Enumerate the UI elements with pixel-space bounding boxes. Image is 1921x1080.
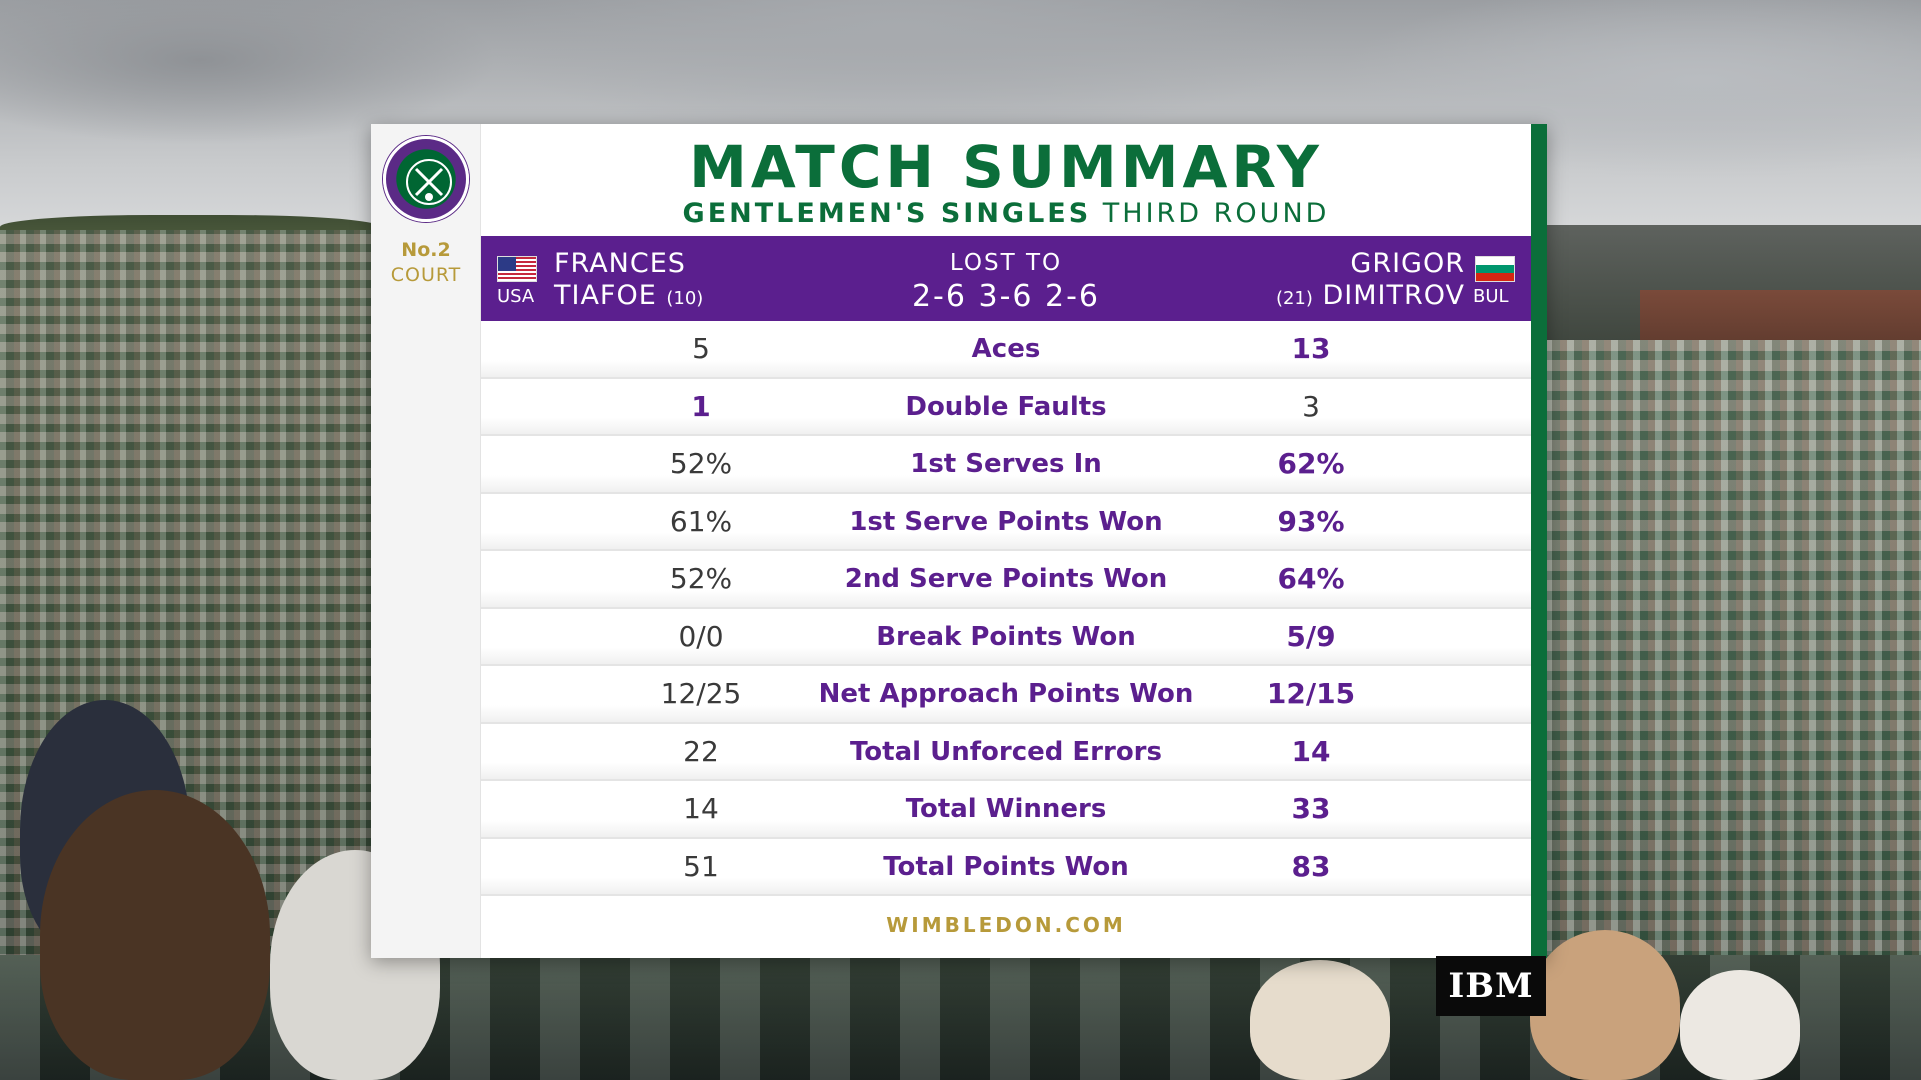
page-title: MATCH SUMMARY	[689, 133, 1323, 201]
result-label: LOST TO	[949, 250, 1063, 276]
spectator	[1530, 930, 1680, 1080]
stat-label: Total Unforced Errors	[850, 736, 1162, 767]
stat-label: Net Approach Points Won	[818, 679, 1194, 709]
stat-left-value: 12/25	[660, 677, 742, 710]
stat-row: 22 Total Unforced Errors 14	[481, 723, 1531, 781]
result-score: 2-6 3-6 2-6	[911, 279, 1101, 314]
stat-label: 1st Serve Points Won	[849, 506, 1163, 537]
left-player-last-name: TIAFOE (10)	[554, 280, 703, 315]
stat-row: 5 Aces 13	[481, 321, 1531, 379]
stat-label: Double Faults	[905, 391, 1107, 422]
event-name: GENTLEMEN'S SINGLES	[682, 198, 1092, 229]
stat-row: 51 Total Points Won 83	[481, 838, 1531, 896]
right-player-nation: BUL	[1473, 286, 1509, 307]
stat-left-value: 14	[683, 792, 719, 825]
stat-row: 52% 2nd Serve Points Won 64%	[481, 551, 1531, 609]
stat-row: 12/25 Net Approach Points Won 12/15	[481, 666, 1531, 724]
stat-row: 1 Double Faults 3	[481, 378, 1531, 436]
event-round: THIRD ROUND	[1102, 198, 1330, 229]
stat-right-value: 3	[1302, 389, 1320, 423]
footer-website: WIMBLEDON.COM	[886, 913, 1126, 937]
stat-label: 1st Serves In	[910, 449, 1102, 479]
right-player-seed: (21)	[1275, 288, 1313, 309]
stat-label: Aces	[971, 334, 1041, 364]
stat-left-value: 51	[683, 849, 719, 883]
court-word: COURT	[390, 264, 462, 286]
event-subtitle: GENTLEMEN'S SINGLES THIRD ROUND	[481, 196, 1531, 232]
stat-right-value: 64%	[1277, 562, 1345, 595]
stat-left-value: 5	[692, 332, 710, 365]
left-player-surname: TIAFOE	[554, 280, 657, 311]
stat-row: 14 Total Winners 33	[481, 781, 1531, 839]
stat-left-value: 52%	[669, 447, 733, 480]
stat-right-value: 13	[1291, 332, 1331, 365]
right-player-first-name: GRIGOR	[1350, 248, 1465, 279]
stat-row: 52% 1st Serves In 62%	[481, 436, 1531, 494]
match-summary-panel: No.2 COURT MATCH SUMMARY GENTLEMEN'S SIN…	[371, 124, 1547, 958]
spectator	[1250, 960, 1390, 1080]
left-player-nation: USA	[497, 286, 535, 307]
stat-right-value: 12/15	[1266, 677, 1356, 710]
right-player-surname: DIMITROV	[1322, 280, 1465, 311]
stat-left-value: 52%	[669, 562, 733, 595]
stat-label: Total Points Won	[883, 851, 1129, 882]
spectator	[40, 790, 270, 1080]
court-number: No.2	[401, 239, 451, 261]
side-column: No.2 COURT	[371, 124, 481, 958]
stat-label: 2nd Serve Points Won	[844, 564, 1168, 594]
stat-right-value: 62%	[1277, 447, 1345, 480]
stat-right-value: 83	[1291, 849, 1331, 883]
stat-label: Total Winners	[905, 794, 1107, 824]
stat-left-value: 61%	[669, 504, 733, 538]
left-player-seed: (10)	[666, 288, 704, 309]
stat-right-value: 5/9	[1286, 619, 1336, 653]
stat-right-value: 14	[1291, 734, 1331, 768]
players-header: USA FRANCES TIAFOE (10) LOST TO 2-6 3-6 …	[481, 236, 1531, 321]
stat-right-value: 33	[1291, 792, 1331, 825]
stat-left-value: 22	[683, 734, 719, 768]
stat-left-value: 0/0	[678, 619, 724, 653]
green-accent-bar	[1531, 124, 1547, 958]
stat-right-value: 93%	[1277, 504, 1345, 538]
wimbledon-logo-icon	[383, 136, 469, 222]
stats-table: 5 Aces 13 1 Double Faults 3 52% 1st Serv…	[481, 321, 1531, 896]
right-player-last-name: (21) DIMITROV	[1276, 280, 1465, 315]
court-label: No.2 COURT	[371, 238, 481, 288]
stat-left-value: 1	[691, 389, 711, 423]
bulgaria-flag-icon	[1475, 256, 1515, 282]
stat-label: Break Points Won	[876, 621, 1136, 652]
sponsor-logo: IBM	[1436, 956, 1546, 1016]
left-player-first-name: FRANCES	[554, 248, 686, 279]
stat-row: 61% 1st Serve Points Won 93%	[481, 493, 1531, 551]
spectator	[1680, 970, 1800, 1080]
usa-flag-icon	[497, 256, 537, 282]
stat-row: 0/0 Break Points Won 5/9	[481, 608, 1531, 666]
